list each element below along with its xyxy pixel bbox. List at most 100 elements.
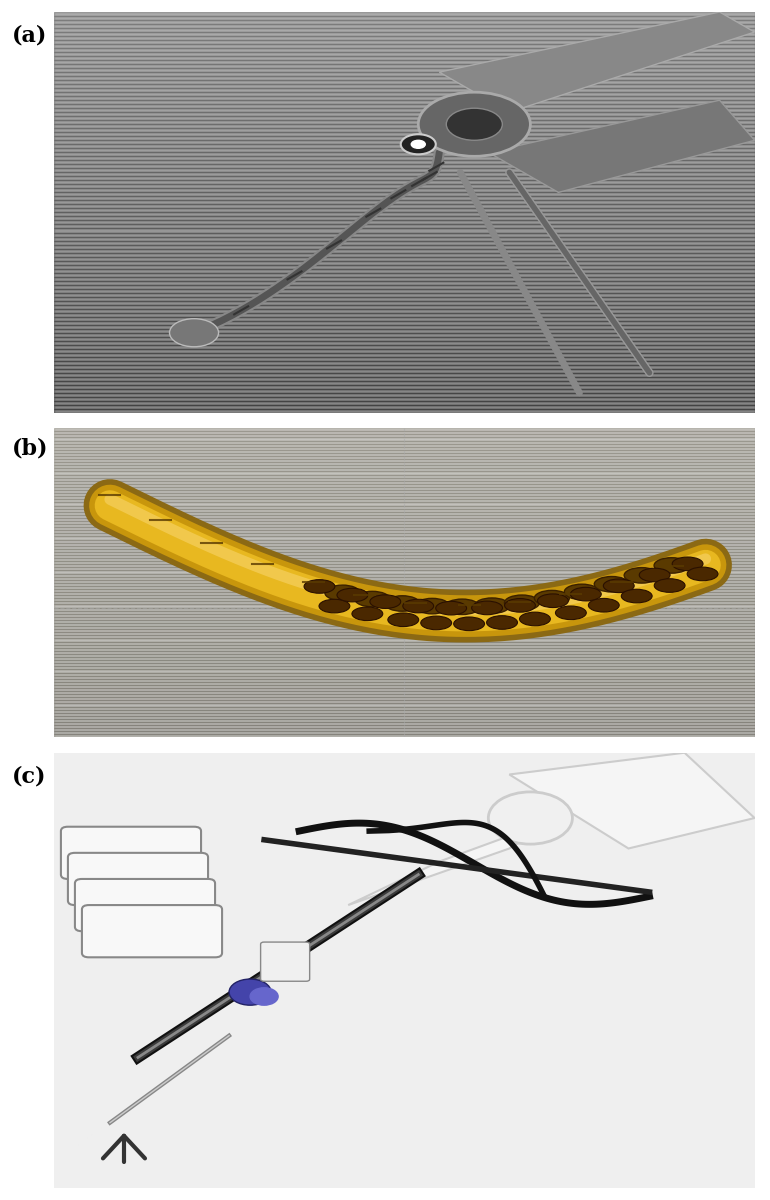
Bar: [54, 521, 755, 524]
Bar: [54, 108, 755, 113]
Bar: [54, 484, 755, 487]
Polygon shape: [348, 818, 558, 905]
Bar: [54, 632, 755, 635]
Circle shape: [555, 606, 586, 619]
Bar: [54, 611, 755, 613]
Bar: [54, 688, 755, 691]
Bar: [54, 438, 755, 440]
Bar: [54, 497, 755, 499]
Circle shape: [654, 578, 685, 593]
Circle shape: [418, 92, 531, 156]
Circle shape: [624, 568, 659, 583]
Circle shape: [488, 792, 572, 844]
Bar: [54, 703, 755, 707]
Circle shape: [534, 590, 569, 606]
Bar: [54, 586, 755, 589]
Bar: [54, 428, 755, 431]
Bar: [54, 16, 755, 20]
Bar: [54, 12, 755, 16]
Bar: [54, 152, 755, 156]
Bar: [54, 728, 755, 731]
Circle shape: [474, 598, 510, 613]
Text: (c): (c): [12, 766, 46, 787]
Bar: [54, 32, 755, 36]
Bar: [54, 434, 755, 438]
Bar: [54, 228, 755, 233]
FancyBboxPatch shape: [260, 942, 310, 982]
Bar: [54, 293, 755, 296]
Bar: [54, 40, 755, 44]
Bar: [54, 308, 755, 313]
Bar: [54, 48, 755, 52]
Bar: [54, 725, 755, 728]
Bar: [54, 697, 755, 701]
Bar: [54, 548, 755, 552]
Bar: [54, 536, 755, 540]
Circle shape: [537, 594, 568, 607]
Bar: [54, 188, 755, 192]
Bar: [54, 197, 755, 200]
Bar: [54, 296, 755, 301]
Bar: [54, 694, 755, 697]
Bar: [54, 113, 755, 116]
Bar: [54, 466, 755, 468]
Bar: [54, 344, 755, 349]
Bar: [54, 691, 755, 694]
Circle shape: [654, 558, 689, 574]
Bar: [54, 248, 755, 252]
Bar: [54, 380, 755, 385]
Bar: [54, 64, 755, 68]
Bar: [54, 101, 755, 104]
Bar: [54, 542, 755, 546]
Circle shape: [385, 595, 420, 611]
Bar: [54, 305, 755, 308]
Bar: [54, 180, 755, 185]
Circle shape: [564, 584, 599, 600]
Bar: [54, 530, 755, 533]
Bar: [54, 164, 755, 168]
Bar: [54, 648, 755, 650]
Bar: [54, 245, 755, 248]
Polygon shape: [510, 752, 755, 848]
Bar: [54, 644, 755, 648]
Bar: [54, 149, 755, 152]
Text: (b): (b): [12, 438, 49, 460]
Bar: [54, 137, 755, 140]
Circle shape: [325, 586, 360, 600]
Bar: [54, 236, 755, 240]
Bar: [54, 540, 755, 542]
Circle shape: [355, 592, 390, 607]
Bar: [54, 216, 755, 221]
Bar: [54, 128, 755, 132]
Circle shape: [454, 617, 484, 631]
Bar: [54, 209, 755, 212]
Bar: [54, 562, 755, 564]
Bar: [54, 264, 755, 269]
Bar: [54, 204, 755, 209]
Bar: [54, 401, 755, 404]
Bar: [54, 499, 755, 503]
Bar: [54, 511, 755, 515]
Circle shape: [520, 612, 551, 625]
Bar: [54, 173, 755, 176]
Bar: [54, 682, 755, 685]
Bar: [54, 546, 755, 548]
Bar: [54, 301, 755, 305]
Bar: [54, 607, 755, 611]
Bar: [54, 144, 755, 149]
Bar: [54, 629, 755, 632]
Bar: [54, 92, 755, 96]
Bar: [54, 132, 755, 137]
Bar: [54, 36, 755, 40]
Bar: [54, 392, 755, 397]
Bar: [54, 397, 755, 401]
Bar: [54, 552, 755, 554]
Bar: [54, 709, 755, 713]
Bar: [54, 518, 755, 521]
Bar: [54, 452, 755, 456]
Circle shape: [352, 607, 383, 620]
Bar: [54, 716, 755, 719]
FancyBboxPatch shape: [75, 878, 215, 931]
Bar: [54, 666, 755, 670]
Bar: [54, 554, 755, 558]
